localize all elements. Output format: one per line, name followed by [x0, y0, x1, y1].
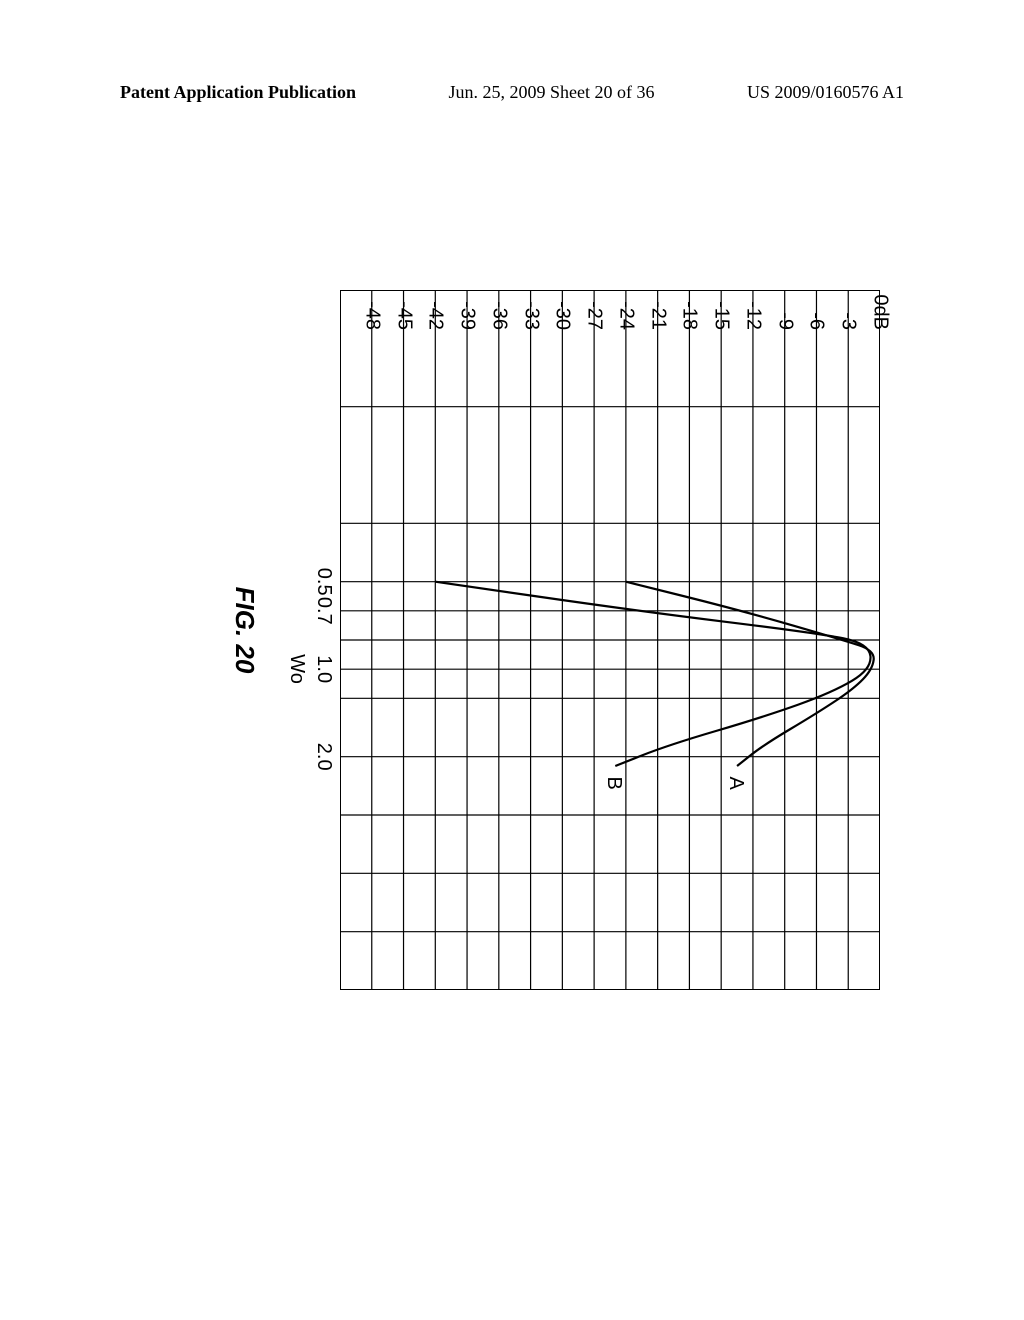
header-date-sheet: Jun. 25, 2009 Sheet 20 of 36	[449, 82, 655, 103]
y-tick-label: -18	[678, 280, 701, 330]
y-tick-label: -9	[773, 280, 796, 330]
curve-label-a: A	[724, 777, 747, 790]
y-tick-label: -27	[583, 280, 606, 330]
x-tick-label: 0.7	[312, 597, 335, 625]
x-tick-label: 2.0	[312, 743, 335, 771]
y-tick-label: -33	[519, 280, 542, 330]
figure-caption: FIG. 20	[229, 587, 260, 674]
chart-container	[340, 290, 880, 990]
y-tick-label: -3	[837, 280, 860, 330]
y-tick-label: -21	[646, 280, 669, 330]
curve-label-b: B	[602, 777, 625, 790]
y-tick-label: -45	[392, 280, 415, 330]
header-doc-number: US 2009/0160576 A1	[747, 82, 904, 103]
x-tick-label: 1.0	[312, 655, 335, 683]
y-tick-label: -30	[551, 280, 574, 330]
header-publication: Patent Application Publication	[120, 82, 356, 103]
figure-rotated-container: 0dB-3-6-9-12-15-18-21-24-27-30-33-36-39-…	[60, 220, 960, 1040]
page-header: Patent Application Publication Jun. 25, …	[0, 82, 1024, 103]
y-tick-label: -48	[360, 280, 383, 330]
y-tick-label: -6	[805, 280, 828, 330]
x-tick-label: 0.5	[312, 568, 335, 596]
y-tick-label: -42	[424, 280, 447, 330]
y-tick-label: -12	[741, 280, 764, 330]
y-tick-label: -39	[456, 280, 479, 330]
curve-b	[435, 582, 870, 766]
chart-svg	[340, 290, 880, 990]
y-tick-label: -24	[614, 280, 637, 330]
y-tick-label: -36	[487, 280, 510, 330]
y-tick-label: 0dB	[869, 280, 892, 330]
curve-a	[626, 582, 874, 766]
y-tick-label: -15	[710, 280, 733, 330]
x-axis-label: Wo	[285, 654, 308, 684]
